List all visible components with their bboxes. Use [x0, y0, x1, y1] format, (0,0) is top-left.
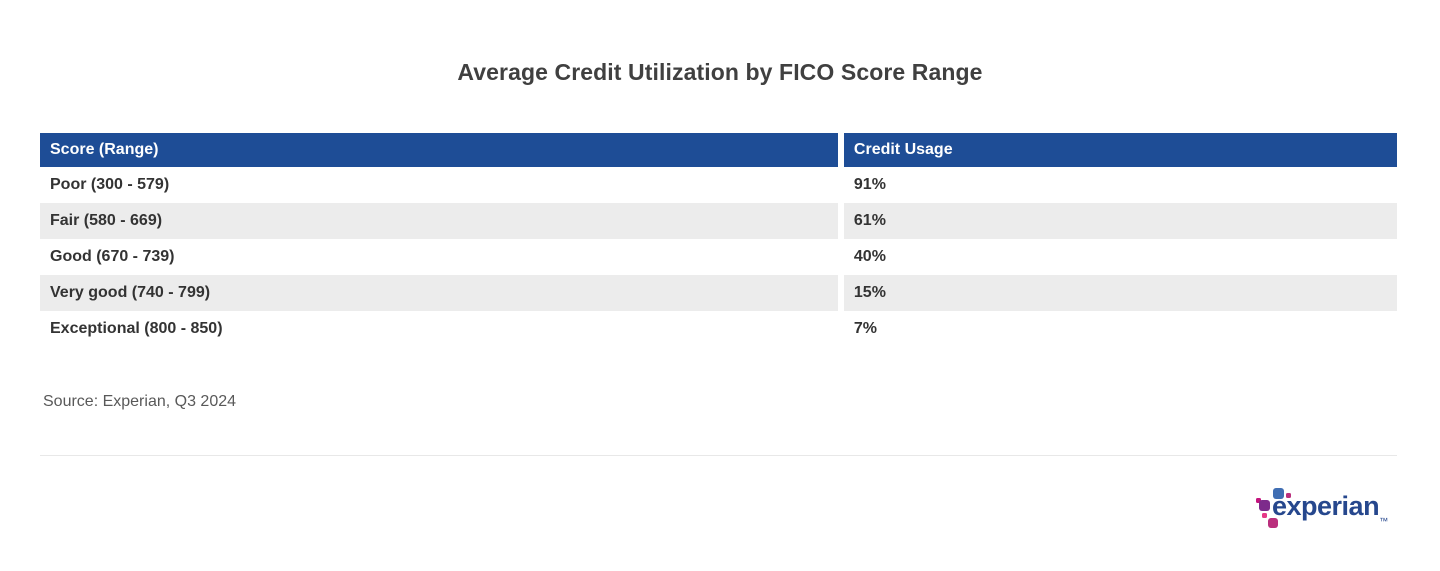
experian-logo: experian™: [1255, 484, 1390, 542]
credit-usage-cell: 61%: [837, 203, 1397, 239]
table-row: Fair (580 - 669) 61%: [40, 203, 1397, 239]
table-row: Exceptional (800 - 850) 7%: [40, 311, 1397, 347]
table-row: Good (670 - 739) 40%: [40, 239, 1397, 275]
score-range-cell: Very good (740 - 799): [40, 275, 838, 311]
page-title: Average Credit Utilization by FICO Score…: [457, 59, 983, 85]
marque-dot-magenta-icon: [1256, 498, 1261, 503]
table-row: Poor (300 - 579) 91%: [40, 167, 1397, 203]
column-header-score-range: Score (Range): [40, 133, 838, 167]
marque-dot-magenta-icon: [1286, 493, 1291, 498]
footer-divider: [40, 455, 1397, 456]
source-note: Source: Experian, Q3 2024: [43, 393, 237, 410]
table-header-row: Score (Range) Credit Usage: [40, 133, 1397, 167]
table-row: Very good (740 - 799) 15%: [40, 275, 1397, 311]
credit-usage-cell: 91%: [837, 167, 1397, 203]
credit-utilization-table: Score (Range) Credit Usage Poor (300 - 5…: [40, 133, 1397, 347]
table-container: Score (Range) Credit Usage Poor (300 - 5…: [40, 133, 1397, 347]
score-range-cell: Poor (300 - 579): [40, 167, 838, 203]
experian-marque-icon: [1255, 484, 1293, 534]
score-range-cell: Fair (580 - 669): [40, 203, 838, 239]
experian-wordmark: experian: [1272, 491, 1380, 521]
table-body: Poor (300 - 579) 91% Fair (580 - 669) 61…: [40, 167, 1397, 347]
credit-usage-cell: 15%: [837, 275, 1397, 311]
marque-square-purple-icon: [1259, 500, 1270, 511]
score-range-cell: Exceptional (800 - 850): [40, 311, 838, 347]
credit-usage-cell: 40%: [837, 239, 1397, 275]
marque-dot-pink-icon: [1262, 513, 1267, 518]
experian-logo-text: experian™: [1272, 491, 1388, 526]
credit-usage-cell: 7%: [837, 311, 1397, 347]
marque-square-magenta-icon: [1268, 518, 1278, 528]
trademark-symbol: ™: [1379, 516, 1389, 526]
score-range-cell: Good (670 - 739): [40, 239, 838, 275]
column-header-credit-usage: Credit Usage: [837, 133, 1397, 167]
marque-square-blue-icon: [1273, 488, 1284, 499]
